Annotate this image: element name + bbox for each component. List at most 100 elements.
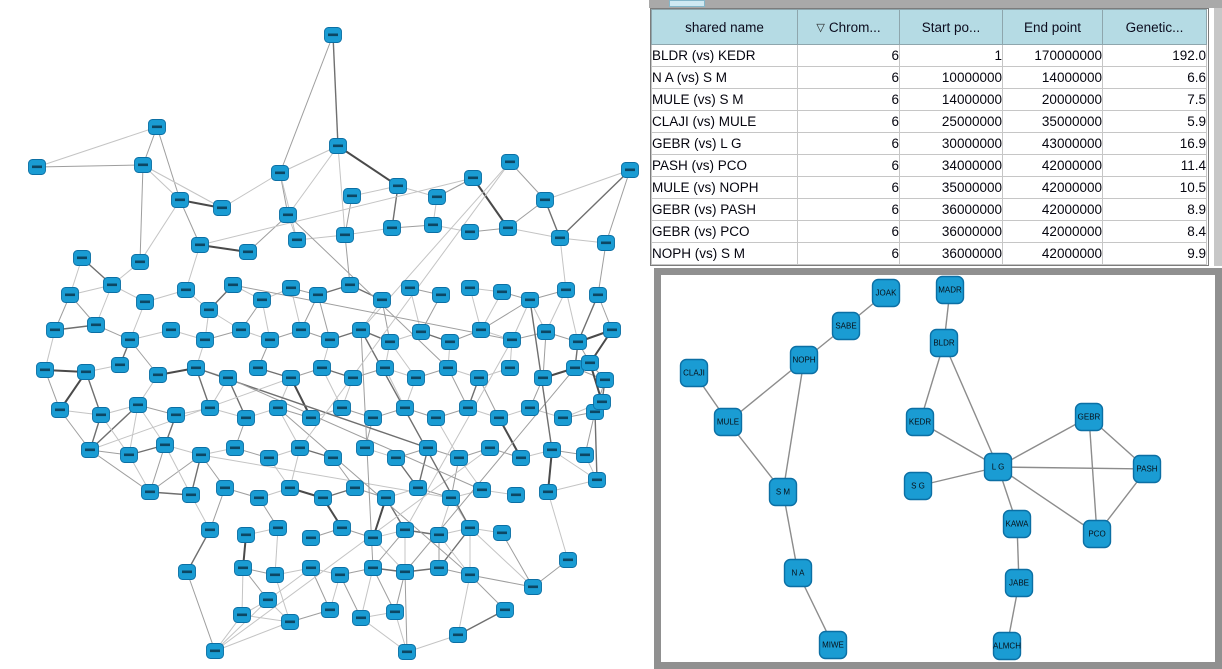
cell-r4-c4[interactable]: 16.9 xyxy=(1102,132,1207,155)
overview-node-31[interactable] xyxy=(177,282,195,298)
overview-node-60[interactable] xyxy=(503,332,521,348)
overview-node-59[interactable] xyxy=(472,322,490,338)
column-header-1[interactable]: ▽ Chrom... xyxy=(797,9,900,45)
cell-r3-c4[interactable]: 5.9 xyxy=(1102,110,1207,133)
overview-node-108[interactable] xyxy=(387,450,405,466)
detail-edge-L G-PASH[interactable] xyxy=(997,466,1148,470)
overview-node-130[interactable] xyxy=(269,520,287,536)
table-horizontal-scrollbar-thumb[interactable] xyxy=(669,0,705,7)
column-header-4[interactable]: Genetic... xyxy=(1102,9,1207,45)
cell-r5-c0[interactable]: PASH (vs) PCO xyxy=(651,154,798,177)
detail-node-shape[interactable] xyxy=(935,275,965,305)
overview-node-134[interactable] xyxy=(396,522,414,538)
overview-node-19[interactable] xyxy=(191,237,209,253)
overview-node-70[interactable] xyxy=(249,360,267,376)
overview-node-7[interactable] xyxy=(597,235,615,251)
detail-node-N A[interactable]: N A xyxy=(783,558,813,588)
table-row[interactable]: GEBR (vs) PCO 6 36000000 42000000 8.4 xyxy=(651,220,1207,243)
overview-node-100[interactable] xyxy=(120,447,138,463)
overview-node-1[interactable] xyxy=(329,138,347,154)
filter-icon[interactable]: ▽ xyxy=(816,21,825,34)
overview-node-114[interactable] xyxy=(576,447,594,463)
overview-node-23[interactable] xyxy=(383,220,401,236)
overview-node-85[interactable] xyxy=(167,407,185,423)
overview-node-145[interactable] xyxy=(430,560,448,576)
overview-node-131[interactable] xyxy=(302,530,320,546)
overview-node-2[interactable] xyxy=(148,119,166,135)
overview-node-46[interactable] xyxy=(46,322,64,338)
overview-node-78[interactable] xyxy=(501,360,519,376)
overview-node-55[interactable] xyxy=(352,322,370,338)
detail-node-shape[interactable] xyxy=(871,278,901,308)
cell-r7-c1[interactable]: 6 xyxy=(797,198,900,221)
overview-node-64[interactable] xyxy=(36,362,54,378)
overview-node-35[interactable] xyxy=(282,280,300,296)
cell-r1-c4[interactable]: 6.6 xyxy=(1102,66,1207,89)
overview-node-129[interactable] xyxy=(237,527,255,543)
overview-node-106[interactable] xyxy=(324,450,342,466)
detail-node-L G[interactable]: L G xyxy=(983,452,1013,482)
overview-node-112[interactable] xyxy=(512,450,530,466)
detail-node-PCO[interactable]: PCO xyxy=(1082,519,1112,549)
detail-node-shape[interactable] xyxy=(903,471,933,501)
overview-node-133[interactable] xyxy=(364,530,382,546)
cell-r1-c0[interactable]: N A (vs) S M xyxy=(651,66,798,89)
detail-node-SABE[interactable]: SABE xyxy=(831,311,861,341)
overview-node-26[interactable] xyxy=(499,220,517,236)
cell-r2-c3[interactable]: 20000000 xyxy=(1002,88,1103,111)
detail-node-S G[interactable]: S G xyxy=(903,471,933,501)
cell-r5-c4[interactable]: 11.4 xyxy=(1102,154,1207,177)
cell-r0-c4[interactable]: 192.0 xyxy=(1102,44,1207,67)
cell-r6-c1[interactable]: 6 xyxy=(797,176,900,199)
overview-node-66[interactable] xyxy=(111,357,129,373)
detail-node-GEBR[interactable]: GEBR xyxy=(1074,402,1104,432)
overview-node-92[interactable] xyxy=(396,400,414,416)
overview-node-120[interactable] xyxy=(314,490,332,506)
overview-node-155[interactable] xyxy=(398,644,416,660)
overview-node-48[interactable] xyxy=(121,332,139,348)
overview-node-90[interactable] xyxy=(333,400,351,416)
detail-node-NOPH[interactable]: NOPH xyxy=(789,345,819,375)
overview-node-10[interactable] xyxy=(271,165,289,181)
overview-node-126[interactable] xyxy=(507,487,525,503)
overview-node-107[interactable] xyxy=(356,440,374,456)
overview-node-153[interactable] xyxy=(352,610,370,626)
cell-r8-c1[interactable]: 6 xyxy=(797,220,900,243)
overview-node-137[interactable] xyxy=(493,525,511,541)
cell-r0-c3[interactable]: 170000000 xyxy=(1002,44,1103,67)
detail-node-shape[interactable] xyxy=(1132,454,1162,484)
cell-r9-c0[interactable]: NOPH (vs) S M xyxy=(651,242,798,265)
detail-node-MADR[interactable]: MADR xyxy=(935,275,965,305)
overview-node-33[interactable] xyxy=(224,277,242,293)
overview-node-109[interactable] xyxy=(419,440,437,456)
cell-r3-c1[interactable]: 6 xyxy=(797,110,900,133)
overview-node-127[interactable] xyxy=(539,484,557,500)
overview-node-158[interactable] xyxy=(559,552,577,568)
overview-node-101[interactable] xyxy=(156,437,174,453)
overview-node-115[interactable] xyxy=(141,484,159,500)
table-row[interactable]: PASH (vs) PCO 6 34000000 42000000 11.4 xyxy=(651,154,1207,177)
cell-r4-c0[interactable]: GEBR (vs) L G xyxy=(651,132,798,155)
detail-node-shape[interactable] xyxy=(983,452,1013,482)
cell-r2-c1[interactable]: 6 xyxy=(797,88,900,111)
overview-node-50[interactable] xyxy=(196,332,214,348)
cell-r5-c3[interactable]: 42000000 xyxy=(1002,154,1103,177)
overview-node-53[interactable] xyxy=(292,322,310,338)
overview-node-89[interactable] xyxy=(302,410,320,426)
overview-node-58[interactable] xyxy=(441,334,459,350)
overview-node-65[interactable] xyxy=(77,364,95,380)
overview-node-54[interactable] xyxy=(321,332,339,348)
detail-node-CLAJI[interactable]: CLAJI xyxy=(679,358,709,388)
overview-node-13[interactable] xyxy=(389,178,407,194)
table-row[interactable]: MULE (vs) NOPH 6 35000000 42000000 10.5 xyxy=(651,176,1207,199)
overview-node-157[interactable] xyxy=(496,602,514,618)
overview-node-9[interactable] xyxy=(213,200,231,216)
cell-r3-c0[interactable]: CLAJI (vs) MULE xyxy=(651,110,798,133)
detail-edge-L G-PCO[interactable] xyxy=(997,466,1098,535)
overview-node-36[interactable] xyxy=(309,287,327,303)
overview-node-136[interactable] xyxy=(461,520,479,536)
overview-node-160[interactable] xyxy=(593,394,611,410)
overview-node-39[interactable] xyxy=(401,280,419,296)
overview-node-15[interactable] xyxy=(464,170,482,186)
overview-node-45[interactable] xyxy=(589,287,607,303)
